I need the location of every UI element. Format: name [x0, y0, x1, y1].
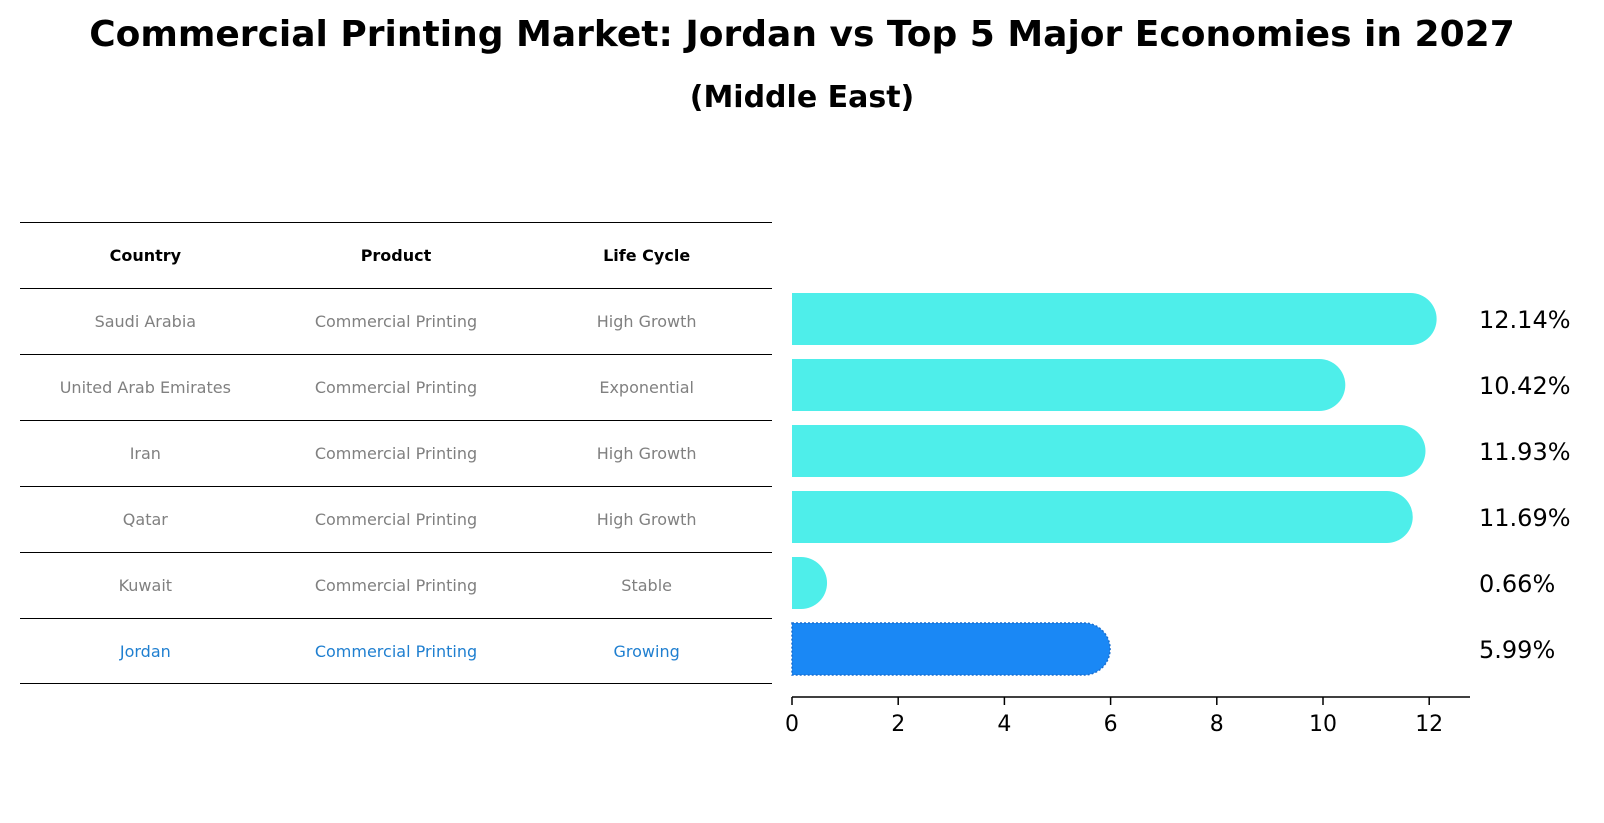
table-header-row: Country Product Life Cycle	[20, 222, 772, 288]
bar-value-label: 11.69%	[1479, 504, 1571, 532]
cell-country: United Arab Emirates	[59, 378, 231, 397]
cell-product: Commercial Printing	[314, 378, 478, 397]
x-tick-label: 2	[891, 712, 905, 737]
bar	[792, 293, 1437, 345]
table-row: Iran Commercial Printing High Growth	[20, 420, 772, 486]
bar-highlight	[791, 622, 1111, 676]
cell-life-cycle: Growing	[613, 641, 680, 661]
cell-country: Jordan	[119, 641, 171, 661]
country-table: Country Product Life Cycle Saudi Arabia …	[20, 222, 772, 684]
table-row: Qatar Commercial Printing High Growth	[20, 486, 772, 552]
chart-title: Commercial Printing Market: Jordan vs To…	[89, 14, 1515, 55]
cell-life-cycle: Exponential	[599, 378, 694, 397]
header-product: Product	[360, 246, 432, 265]
cell-life-cycle: High Growth	[596, 312, 697, 331]
cell-country: Saudi Arabia	[94, 312, 197, 331]
cell-country: Iran	[129, 444, 161, 463]
bar	[792, 425, 1426, 477]
bar	[792, 359, 1346, 411]
bar-value-label: 12.14%	[1479, 306, 1571, 334]
x-tick-label: 6	[1104, 712, 1118, 737]
cell-product: Commercial Printing	[314, 444, 478, 463]
cell-life-cycle: Stable	[621, 576, 672, 595]
bar	[792, 557, 828, 609]
x-tick-label: 12	[1415, 712, 1443, 737]
bar-value-label: 11.93%	[1479, 438, 1571, 466]
bar-value-label: 10.42%	[1479, 372, 1571, 400]
cell-product: Commercial Printing	[314, 510, 478, 529]
cell-country: Qatar	[122, 510, 168, 529]
bar-value-label: 5.99%	[1479, 636, 1555, 664]
x-tick-label: 0	[785, 712, 799, 737]
cell-life-cycle: High Growth	[596, 444, 697, 463]
chart-subtitle: (Middle East)	[689, 80, 915, 115]
x-tick-label: 10	[1309, 712, 1337, 737]
header-country: Country	[109, 246, 182, 265]
cell-product: Commercial Printing	[314, 312, 478, 331]
x-tick-label: 8	[1210, 712, 1224, 737]
cell-product: Commercial Printing	[314, 641, 478, 661]
table-row: United Arab Emirates Commercial Printing…	[20, 354, 772, 420]
cell-product: Commercial Printing	[314, 576, 478, 595]
bar-value-label: 0.66%	[1479, 570, 1555, 598]
cell-country: Kuwait	[118, 576, 173, 595]
table-row-highlight: Jordan Commercial Printing Growing	[20, 618, 772, 684]
cell-life-cycle: High Growth	[596, 510, 697, 529]
x-tick-label: 4	[997, 712, 1011, 737]
table-row: Saudi Arabia Commercial Printing High Gr…	[20, 288, 772, 354]
table-row: Kuwait Commercial Printing Stable	[20, 552, 772, 618]
header-life-cycle: Life Cycle	[603, 246, 691, 265]
bar	[792, 491, 1413, 543]
